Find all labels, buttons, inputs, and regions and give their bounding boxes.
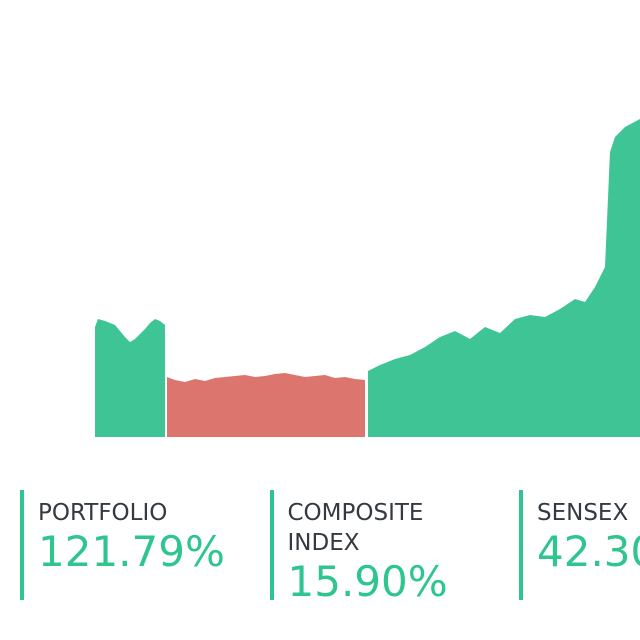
stat-value: 121.79%: [38, 527, 225, 576]
stat-label: PORTFOLIO: [38, 500, 168, 526]
stat-label: SENSEX: [537, 500, 629, 526]
stat-card: PORTFOLIO 121.79%: [20, 490, 250, 600]
chart: [95, 119, 640, 437]
stat-value: 42.30%: [537, 527, 640, 576]
stat-value: 15.90%: [287, 557, 448, 606]
stat-label: COMPOSITE INDEX: [287, 500, 424, 556]
stat-card: COMPOSITE INDEX 15.90%: [269, 490, 500, 606]
area: [95, 319, 165, 437]
area: [368, 119, 640, 437]
area: [167, 373, 365, 437]
